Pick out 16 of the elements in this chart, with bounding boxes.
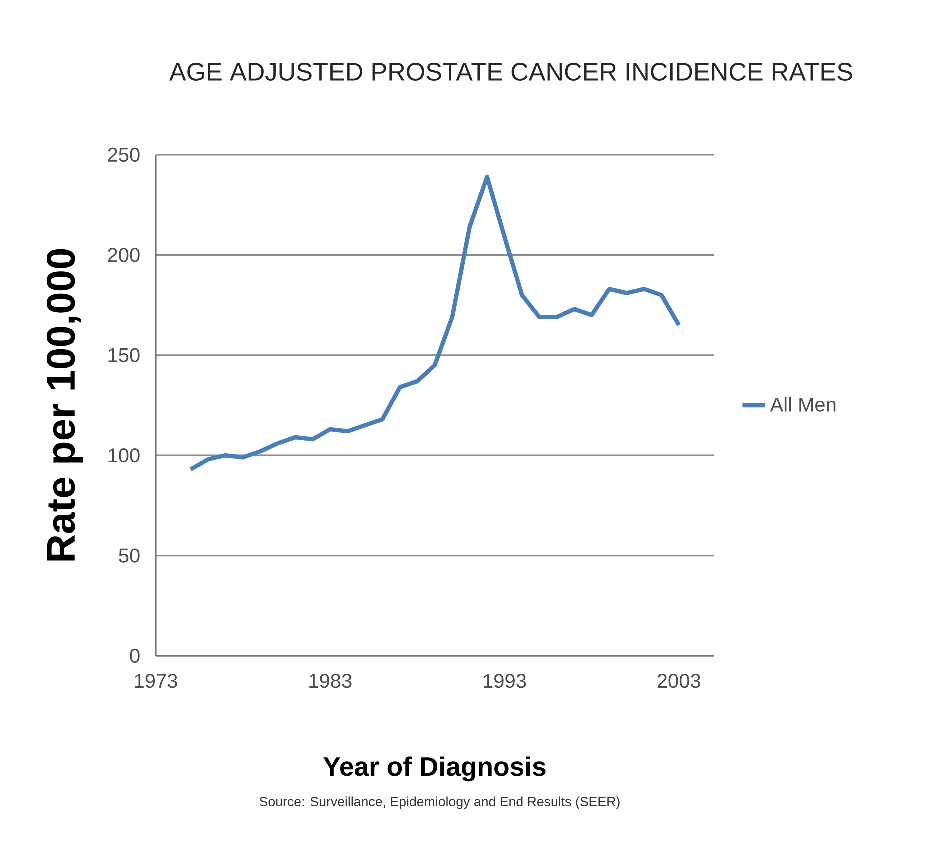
y-tick-label: 50 [119, 548, 140, 563]
source-note: Source: Surveillance, Epidemiology and End Results (SEER) [260, 796, 620, 810]
x-tick-label: 2003 [658, 674, 700, 688]
legend-label: All Men [770, 397, 836, 412]
x-tick-label: 1993 [484, 674, 526, 688]
x-tick-label: 1973 [135, 674, 178, 688]
y-tick-label: 250 [108, 148, 140, 162]
x-axis-title: Year of Diagnosis [324, 756, 546, 782]
chart-title: AGE ADJUSTED PROSTATE CANCER INCIDENCE RATES [169, 63, 852, 81]
y-axis-title: Rate per 100,000 [46, 249, 84, 561]
x-tick-label: 1983 [310, 674, 352, 688]
y-tick-label: 0 [130, 648, 140, 664]
y-tick-label: 150 [108, 348, 140, 362]
y-tick-label: 100 [108, 448, 140, 463]
y-tick-label: 200 [108, 248, 140, 262]
line-series [188, 174, 682, 472]
